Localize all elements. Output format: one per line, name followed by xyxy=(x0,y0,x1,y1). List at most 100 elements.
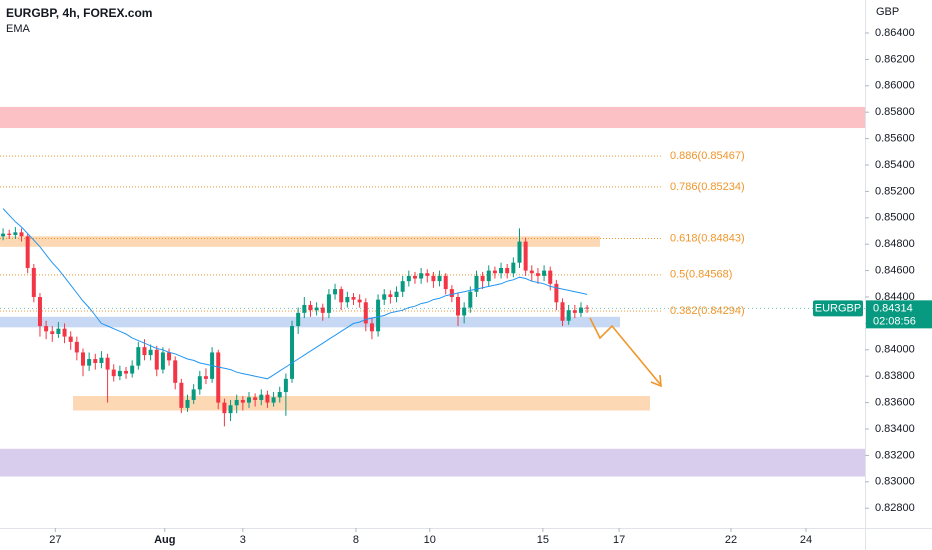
y-tick-label: 0.86200 xyxy=(875,53,915,65)
fib-label: 0.618(0.84843) xyxy=(670,232,745,244)
candle-body xyxy=(578,307,583,313)
candle-body xyxy=(25,236,30,268)
x-tick-label: 15 xyxy=(537,534,549,546)
candle-body xyxy=(351,297,356,300)
candle-body xyxy=(222,402,227,414)
candle-body xyxy=(363,302,368,324)
candle-body xyxy=(19,232,24,237)
candle-body xyxy=(136,347,141,366)
candle-body xyxy=(505,267,510,274)
candle-body xyxy=(382,294,387,300)
candle-body xyxy=(80,352,85,366)
candle-body xyxy=(290,326,295,379)
y-tick-label: 0.85400 xyxy=(875,159,915,171)
candle-body xyxy=(326,294,331,313)
y-tick-label: 0.85600 xyxy=(875,133,915,145)
candle-body xyxy=(517,241,522,263)
candle-body xyxy=(357,299,362,303)
candle-body xyxy=(394,291,399,297)
candle-body xyxy=(302,304,307,313)
price-badge-label: 0.84314 xyxy=(873,302,913,314)
candle-body xyxy=(486,270,491,282)
zone xyxy=(0,316,620,328)
candle-body xyxy=(462,307,467,316)
candle-body xyxy=(406,275,411,282)
projection-arrow xyxy=(589,317,661,385)
y-tick-label: 0.85200 xyxy=(875,185,915,197)
y-tick-label: 0.84600 xyxy=(875,265,915,277)
candle-body xyxy=(271,397,276,403)
candle-body xyxy=(333,289,338,295)
y-tick-label: 0.82800 xyxy=(875,502,915,514)
x-tick-label: 17 xyxy=(613,534,625,546)
symbol-title: EURGBP, 4h, FOREX.com xyxy=(6,6,152,20)
price-badge xyxy=(866,300,932,329)
candle-body xyxy=(7,233,12,235)
overlay xyxy=(0,208,865,380)
candle-body xyxy=(74,341,79,353)
candle-body xyxy=(314,307,319,311)
x-tick-label: Aug xyxy=(154,534,175,546)
y-tick-label: 0.85000 xyxy=(875,212,915,224)
indicator-name: EMA xyxy=(6,23,31,35)
candle-body xyxy=(548,270,553,284)
candle-body xyxy=(456,297,461,316)
zones xyxy=(0,106,865,477)
candle-body xyxy=(492,270,497,274)
candle-body xyxy=(216,352,221,403)
candle-body xyxy=(376,299,381,332)
candle-body xyxy=(283,378,288,393)
y-tick-label: 0.84000 xyxy=(875,344,915,356)
candle-body xyxy=(44,326,49,332)
y-tick-label: 0.85800 xyxy=(875,106,915,118)
candle-body xyxy=(369,323,374,332)
y-tick-label: 0.83000 xyxy=(875,476,915,488)
x-tick-label: 27 xyxy=(49,534,61,546)
candle-body xyxy=(203,376,208,379)
x-tick-label: 22 xyxy=(725,534,737,546)
candle-body xyxy=(412,275,417,279)
candle-body xyxy=(31,267,36,297)
x-tick-label: 8 xyxy=(353,534,359,546)
candle-body xyxy=(130,365,135,374)
candle-body xyxy=(345,297,350,303)
y-tick-label: 0.83600 xyxy=(875,397,915,409)
candle-body xyxy=(388,294,393,297)
candle-body xyxy=(240,399,245,403)
fib-label: 0.5(0.84568) xyxy=(670,269,732,281)
candle-body xyxy=(443,275,448,290)
candle-body xyxy=(56,328,61,334)
candle-body xyxy=(191,389,196,400)
candle-body xyxy=(160,352,165,370)
candle-body xyxy=(62,328,67,337)
candle-body xyxy=(142,347,147,356)
candle-body xyxy=(535,273,540,276)
candle-body xyxy=(449,289,454,297)
candle-body xyxy=(320,307,325,313)
zone xyxy=(0,448,865,477)
candle-body xyxy=(68,336,73,342)
candle-body xyxy=(37,297,42,327)
candle-body xyxy=(246,397,251,403)
candle-body xyxy=(253,397,258,400)
candle-body xyxy=(542,270,547,276)
candle-body xyxy=(259,394,264,400)
candle-body xyxy=(93,359,98,363)
candle-body xyxy=(339,289,344,303)
candle-body xyxy=(431,275,436,282)
fib-label: 0.382(0.84294) xyxy=(670,305,745,317)
y-tick-label: 0.86000 xyxy=(875,80,915,92)
candle-body xyxy=(560,302,565,321)
x-tick-label: 3 xyxy=(240,534,246,546)
candle-body xyxy=(511,262,516,274)
candle-body xyxy=(228,405,233,414)
candle-body xyxy=(425,273,430,276)
candle-body xyxy=(499,267,504,274)
candle-body xyxy=(265,394,270,403)
candle-body xyxy=(179,382,184,408)
candle-body xyxy=(529,270,534,274)
candle-body xyxy=(566,310,571,321)
candle-body xyxy=(148,349,153,356)
candle-body xyxy=(234,399,239,406)
